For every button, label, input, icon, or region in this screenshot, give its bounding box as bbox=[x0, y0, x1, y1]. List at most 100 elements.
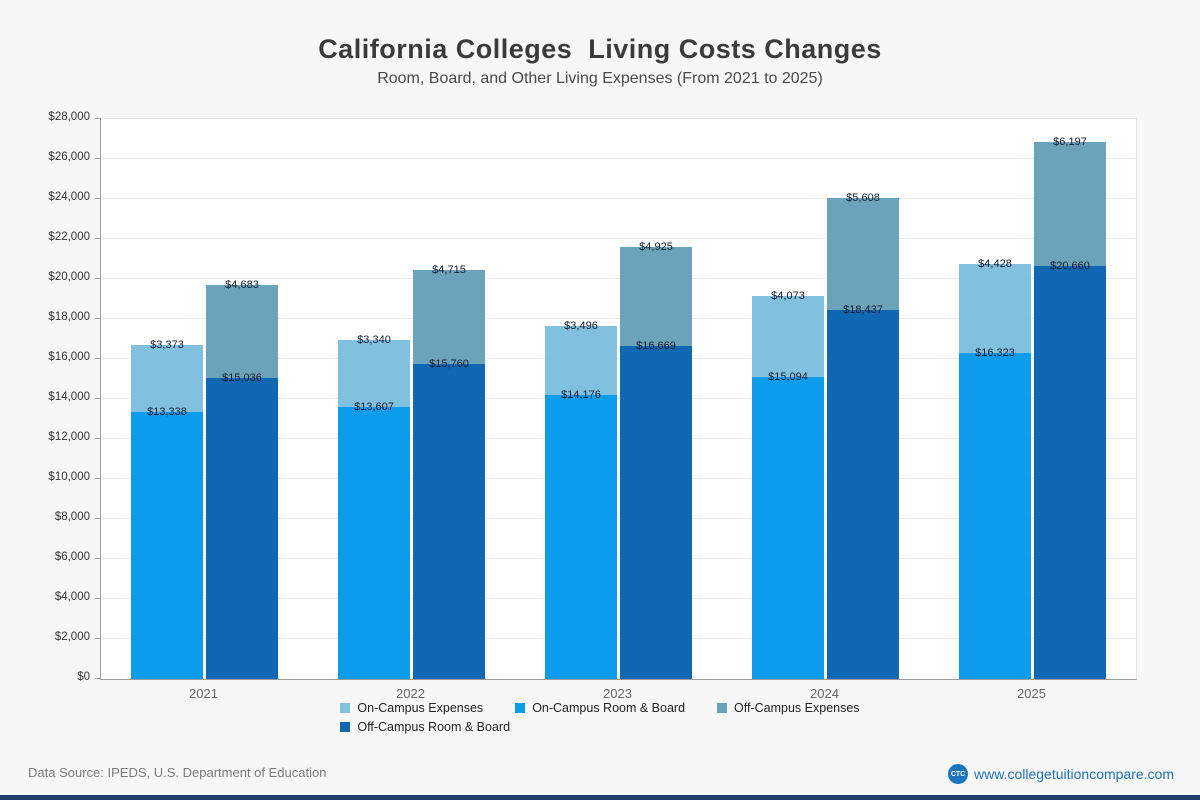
stacked-bar-off-campus-2023: $16,669 $4,925 bbox=[620, 241, 692, 679]
bar-segment-on-campus-expenses[interactable] bbox=[752, 295, 824, 378]
gridline bbox=[101, 198, 1136, 199]
bar-segment-on-campus-expenses[interactable] bbox=[338, 340, 410, 407]
bar-segment-on-campus-room-board[interactable] bbox=[131, 412, 203, 679]
bar-group-2024: $15,094 $4,073 $18,437 $5,608 bbox=[722, 119, 929, 679]
bar-segment-off-campus-expenses[interactable] bbox=[206, 284, 278, 379]
stacked-bar-on-campus-2021: $13,338 $3,373 bbox=[131, 339, 203, 679]
bar-segment-on-campus-expenses[interactable] bbox=[959, 264, 1031, 353]
bar-segment-on-campus-expenses[interactable] bbox=[131, 344, 203, 413]
gridline bbox=[101, 558, 1136, 559]
y-axis-tick-mark bbox=[95, 518, 101, 519]
y-axis-tick-label: $24,000 bbox=[48, 191, 90, 203]
bar-value-label: $20,660 bbox=[1050, 259, 1090, 272]
bar-value-label: $16,669 bbox=[636, 339, 676, 352]
legend-item-on-campus-expenses[interactable]: On-Campus Expenses bbox=[340, 701, 483, 715]
bottom-accent-bar bbox=[0, 795, 1200, 800]
bar-segment-on-campus-room-board[interactable] bbox=[338, 406, 410, 679]
gridline bbox=[101, 318, 1136, 319]
x-axis-label-2023: 2023 bbox=[603, 686, 632, 701]
gridline bbox=[101, 478, 1136, 479]
gridline bbox=[101, 358, 1136, 359]
stacked-bar-on-campus-2023: $14,176 $3,496 bbox=[545, 320, 617, 679]
y-axis-tick-mark bbox=[95, 438, 101, 439]
data-source-text: Data Source: IPEDS, U.S. Department of E… bbox=[28, 765, 327, 780]
stacked-bar-off-campus-2025: $20,660 $6,197 bbox=[1034, 136, 1106, 679]
bar-value-label: $6,197 bbox=[1053, 135, 1087, 148]
legend-swatch-icon bbox=[515, 703, 526, 713]
stacked-bar-on-campus-2024: $15,094 $4,073 bbox=[752, 290, 824, 679]
bar-value-label: $18,437 bbox=[843, 304, 883, 317]
x-axis-label-2024: 2024 bbox=[810, 686, 839, 701]
legend-row: Off-Campus Room & Board bbox=[340, 720, 510, 734]
gridline bbox=[101, 238, 1136, 239]
y-axis-tick-label: $6,000 bbox=[54, 551, 90, 563]
legend-label: Off-Campus Expenses bbox=[734, 701, 860, 715]
bar-value-label: $16,323 bbox=[975, 346, 1015, 359]
bar-segment-off-campus-room-board[interactable] bbox=[206, 378, 278, 679]
bar-segment-on-campus-room-board[interactable] bbox=[959, 352, 1031, 679]
bar-value-label: $14,176 bbox=[561, 389, 601, 402]
bar-segment-off-campus-expenses[interactable] bbox=[413, 269, 485, 364]
gridline bbox=[101, 518, 1136, 519]
site-link[interactable]: CTC www.collegetuitioncompare.com bbox=[948, 764, 1174, 784]
bar-group-2022: $13,607 $3,340 $15,760 $4,715 bbox=[308, 119, 515, 679]
legend-label: On-Campus Expenses bbox=[357, 701, 484, 715]
chart-subtitle: Room, Board, and Other Living Expenses (… bbox=[377, 70, 823, 87]
bar-group-2021: $13,338 $3,373 $15,036 $4,683 bbox=[101, 119, 308, 679]
gridline bbox=[101, 438, 1136, 439]
bar-value-label: $5,608 bbox=[846, 192, 880, 205]
y-axis-tick-mark bbox=[95, 558, 101, 559]
bar-segment-off-campus-room-board[interactable] bbox=[827, 310, 899, 679]
legend-swatch-icon bbox=[340, 703, 351, 713]
stacked-bar-on-campus-2022: $13,607 $3,340 bbox=[338, 334, 410, 679]
bar-value-label: $4,428 bbox=[978, 257, 1012, 270]
bar-group-2023: $14,176 $3,496 $16,669 $4,925 bbox=[515, 119, 722, 679]
y-axis-tick-mark bbox=[95, 118, 101, 119]
bar-segment-off-campus-room-board[interactable] bbox=[620, 345, 692, 679]
y-axis-tick-label: $4,000 bbox=[54, 591, 90, 603]
gridlines bbox=[95, 118, 1136, 679]
bar-value-label: $4,925 bbox=[639, 241, 673, 254]
chart-title: California Colleges Living Costs Changes bbox=[318, 34, 882, 64]
x-axis-label-2025: 2025 bbox=[1017, 686, 1046, 701]
bar-segment-on-campus-expenses[interactable] bbox=[545, 325, 617, 396]
bar-segment-on-campus-room-board[interactable] bbox=[752, 377, 824, 679]
bar-segment-off-campus-expenses[interactable] bbox=[620, 247, 692, 346]
y-axis-tick-label: $28,000 bbox=[48, 111, 90, 123]
y-axis-tick-mark bbox=[95, 598, 101, 599]
legend-item-off-campus-expenses[interactable]: Off-Campus Expenses bbox=[717, 701, 860, 715]
bar-segment-off-campus-expenses[interactable] bbox=[827, 198, 899, 311]
site-url: www.collegetuitioncompare.com bbox=[974, 766, 1174, 782]
gridline bbox=[101, 158, 1136, 159]
y-axis-tick-label: $0 bbox=[77, 671, 90, 683]
y-axis-tick-mark bbox=[95, 678, 101, 679]
y-axis-tick-label: $16,000 bbox=[48, 351, 90, 363]
bar-segment-off-campus-expenses[interactable] bbox=[1034, 141, 1106, 266]
bar-segment-off-campus-room-board[interactable] bbox=[413, 363, 485, 679]
y-axis-tick-label: $10,000 bbox=[48, 471, 90, 483]
y-axis-tick-mark bbox=[95, 198, 101, 199]
gridline bbox=[101, 638, 1136, 639]
y-axis-tick-label: $14,000 bbox=[48, 391, 90, 403]
bar-value-label: $4,683 bbox=[225, 278, 259, 291]
stacked-bar-off-campus-2022: $15,760 $4,715 bbox=[413, 264, 485, 679]
bar-value-label: $13,338 bbox=[147, 406, 187, 419]
bar-segment-on-campus-room-board[interactable] bbox=[545, 395, 617, 679]
y-axis-tick-label: $2,000 bbox=[54, 631, 90, 643]
x-axis-label-2022: 2022 bbox=[396, 686, 425, 701]
y-axis-tick-mark bbox=[95, 318, 101, 319]
gridline bbox=[101, 598, 1136, 599]
legend-item-off-campus-room-board[interactable]: Off-Campus Room & Board bbox=[340, 720, 510, 734]
bar-value-label: $4,073 bbox=[771, 289, 805, 302]
legend-row: On-Campus Expenses On-Campus Room & Board… bbox=[340, 701, 860, 715]
y-axis-tick-mark bbox=[95, 358, 101, 359]
bar-segment-off-campus-room-board[interactable] bbox=[1034, 265, 1106, 679]
gridline bbox=[101, 398, 1136, 399]
legend-item-on-campus-room-board[interactable]: On-Campus Room & Board bbox=[515, 701, 685, 715]
y-axis-tick-label: $8,000 bbox=[54, 511, 90, 523]
stacked-bar-off-campus-2021: $15,036 $4,683 bbox=[206, 279, 278, 679]
plot-area: $13,338 $3,373 $15,036 $4,683 $13,607 $3,340 $… bbox=[95, 118, 1137, 680]
stacked-bar-off-campus-2024: $18,437 $5,608 bbox=[827, 192, 899, 679]
legend: On-Campus Expenses On-Campus Room & Board… bbox=[0, 701, 1200, 734]
